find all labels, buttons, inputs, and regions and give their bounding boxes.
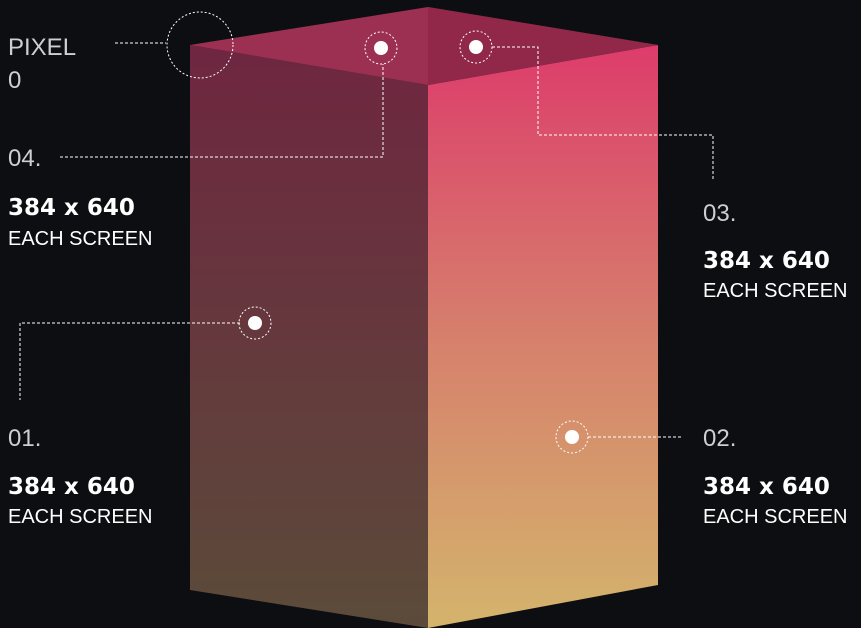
connector xyxy=(60,64,384,158)
label: PIXEL xyxy=(8,34,76,61)
box-top-right xyxy=(428,7,658,85)
box-left-face xyxy=(190,45,428,628)
screen-caption: EACH SCREEN xyxy=(8,228,152,250)
marker xyxy=(364,31,398,65)
screen-size: 384 x 640 xyxy=(8,195,135,221)
screen-caption: EACH SCREEN xyxy=(8,506,152,528)
screen-size: 384 x 640 xyxy=(703,474,830,500)
connector xyxy=(19,322,240,400)
marker xyxy=(459,30,493,64)
screen-caption: EACH SCREEN xyxy=(703,280,847,302)
box-right-face xyxy=(428,45,658,628)
screen-number: 01. xyxy=(8,425,41,452)
screen-size: 384 x 640 xyxy=(703,248,830,274)
ring xyxy=(166,11,234,79)
screen-caption: EACH SCREEN xyxy=(703,506,847,528)
screen-number: 02. xyxy=(703,425,736,452)
screen-number: 04. xyxy=(8,145,41,172)
screen-size: 384 x 640 xyxy=(8,474,135,500)
screen-number: 03. xyxy=(703,200,736,227)
marker xyxy=(238,306,272,340)
marker xyxy=(555,420,589,454)
connector xyxy=(492,46,714,180)
label: 0 xyxy=(8,67,21,94)
